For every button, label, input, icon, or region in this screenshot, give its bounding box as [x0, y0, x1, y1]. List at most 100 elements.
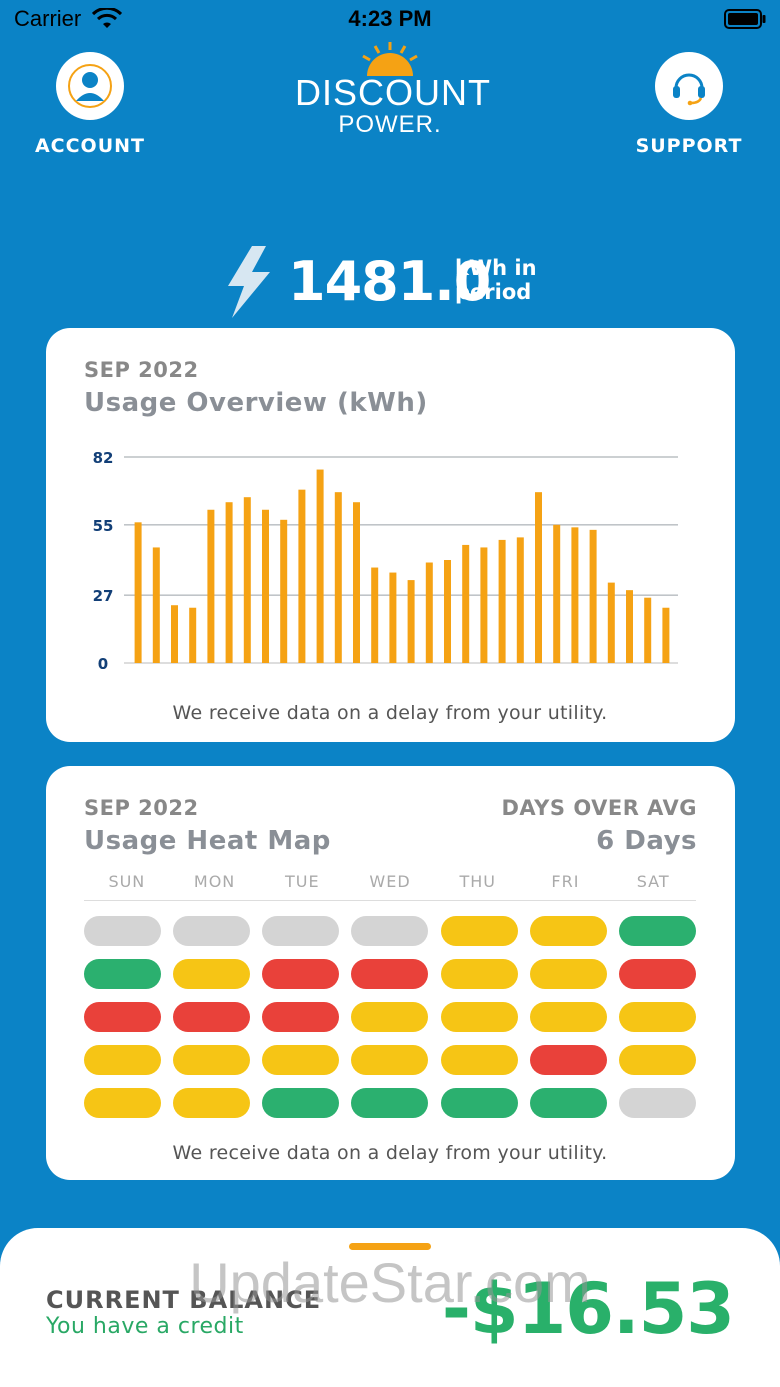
user-icon	[68, 64, 112, 108]
wifi-icon	[92, 8, 122, 28]
heat-map-day-cell[interactable]	[618, 959, 696, 989]
heat-map-day-cell[interactable]	[440, 916, 518, 946]
heat-map-day-cell[interactable]	[440, 1088, 518, 1118]
weekday-divider	[84, 900, 696, 901]
usage-bar[interactable]	[334, 492, 342, 663]
heat-map-day-cell[interactable]	[351, 959, 429, 989]
heat-map-day-cell[interactable]	[351, 1045, 429, 1075]
current-balance-label: CURRENT BALANCE	[46, 1286, 322, 1314]
heat-map-month: SEP 2022	[84, 796, 199, 820]
usage-bar[interactable]	[280, 519, 288, 663]
account-label: ACCOUNT	[34, 135, 146, 157]
total-usage-unit: kWh in period	[455, 256, 555, 304]
support-button[interactable]: SUPPORT	[614, 52, 764, 157]
sheet-drag-handle[interactable]	[349, 1243, 431, 1250]
heat-map-day-cell[interactable]	[84, 1002, 161, 1032]
heat-map-day-cell[interactable]	[529, 916, 607, 946]
heat-map-day-cell[interactable]	[618, 1045, 696, 1075]
usage-bar[interactable]	[462, 544, 470, 663]
usage-bar[interactable]	[316, 469, 324, 663]
heat-map-day-cell[interactable]	[529, 1045, 607, 1075]
total-usage-unit-line1: kWh in	[455, 256, 537, 280]
heat-map-day-cell[interactable]	[84, 1088, 161, 1118]
usage-bar[interactable]	[389, 572, 397, 663]
heat-map-day-cell[interactable]	[351, 1088, 429, 1118]
balance-amount: -$16.53	[441, 1268, 735, 1350]
heat-map-day-cell[interactable]	[529, 959, 607, 989]
heat-map-day-cell[interactable]	[84, 959, 161, 989]
heat-map-day-cell[interactable]	[618, 916, 696, 946]
total-usage-unit-line2: period	[455, 280, 532, 304]
usage-bar[interactable]	[407, 580, 415, 663]
account-button[interactable]: ACCOUNT	[15, 52, 165, 157]
usage-overview-card: SEP 2022 Usage Overview (kWh) 82 55 27 0 We…	[46, 328, 735, 742]
usage-bar[interactable]	[444, 560, 451, 663]
weekday-label: TUE	[285, 872, 320, 891]
heat-map-day-cell[interactable]	[440, 959, 518, 989]
usage-bar[interactable]	[243, 497, 251, 663]
heat-map-day-cell[interactable]	[84, 1045, 161, 1075]
usage-month: SEP 2022	[84, 358, 199, 382]
days-over-avg-value: 6 Days	[596, 826, 697, 856]
usage-bar[interactable]	[589, 529, 597, 663]
heat-map-day-cell[interactable]	[173, 1088, 251, 1118]
usage-bar[interactable]	[553, 524, 561, 663]
heat-map-day-cell[interactable]	[529, 1002, 607, 1032]
heat-map-day-cell[interactable]	[440, 1002, 518, 1032]
heat-map-day-cell[interactable]	[351, 1002, 429, 1032]
balance-sheet[interactable]: CURRENT BALANCE You have a credit -$16.5…	[0, 1228, 780, 1387]
heat-map-day-cell[interactable]	[440, 1045, 518, 1075]
usage-bar[interactable]	[480, 547, 488, 663]
y-tick-label: 82	[93, 449, 114, 467]
y-tick-label: 55	[93, 517, 114, 535]
heat-map-day-cell[interactable]	[618, 1088, 696, 1118]
heat-map-day-cell[interactable]	[262, 1002, 340, 1032]
usage-bar[interactable]	[134, 522, 142, 663]
heat-map-day-cell[interactable]	[262, 1088, 340, 1118]
heat-map-day-cell[interactable]	[262, 916, 340, 946]
support-avatar[interactable]	[655, 52, 723, 120]
heat-map-week-row	[84, 1002, 696, 1032]
account-avatar[interactable]	[56, 52, 124, 120]
usage-bar[interactable]	[353, 502, 360, 663]
heat-map-day-cell[interactable]	[618, 1002, 696, 1032]
heat-map-day-cell[interactable]	[173, 959, 251, 989]
heat-map-day-cell[interactable]	[351, 916, 429, 946]
heat-map-day-cell[interactable]	[262, 959, 340, 989]
status-time: 4:23 PM	[348, 6, 432, 31]
usage-bar[interactable]	[262, 509, 269, 663]
usage-bar[interactable]	[607, 582, 615, 663]
heat-map-day-cell[interactable]	[529, 1088, 607, 1118]
headset-icon	[673, 73, 705, 106]
usage-bar[interactable]	[516, 537, 524, 663]
usage-delay-note: We receive data on a delay from your uti…	[172, 702, 608, 724]
y-tick-label: 27	[93, 587, 114, 605]
heat-map-week-row	[84, 1088, 696, 1118]
usage-bar[interactable]	[571, 527, 579, 663]
usage-bar[interactable]	[207, 509, 215, 663]
usage-bar[interactable]	[498, 539, 506, 663]
heat-map-day-cell[interactable]	[84, 916, 161, 946]
usage-bar[interactable]	[171, 605, 178, 663]
weekday-label: THU	[459, 872, 496, 891]
usage-bar[interactable]	[225, 502, 233, 663]
usage-bar[interactable]	[425, 562, 433, 663]
heat-map-day-cell[interactable]	[262, 1045, 340, 1075]
heat-map-day-cell[interactable]	[173, 1002, 251, 1032]
usage-bar[interactable]	[371, 567, 379, 663]
weekday-label: SAT	[636, 872, 670, 891]
heat-map-title: Usage Heat Map	[84, 826, 331, 856]
usage-bar[interactable]	[662, 607, 670, 663]
usage-bar[interactable]	[644, 597, 652, 663]
heat-map-week-row	[84, 1045, 696, 1075]
usage-bar[interactable]	[626, 590, 633, 663]
usage-bar[interactable]	[189, 607, 197, 663]
heat-map-delay-note: We receive data on a delay from your uti…	[172, 1142, 608, 1164]
usage-bar[interactable]	[298, 489, 306, 663]
usage-bar[interactable]	[152, 547, 160, 663]
weekday-header: SUN MON TUE WED THU FRI SAT	[83, 872, 697, 891]
usage-bar[interactable]	[535, 492, 542, 663]
heat-map-day-cell[interactable]	[173, 1045, 251, 1075]
logo-text-discount: DISCOUNT	[295, 72, 491, 113]
heat-map-day-cell[interactable]	[173, 916, 251, 946]
